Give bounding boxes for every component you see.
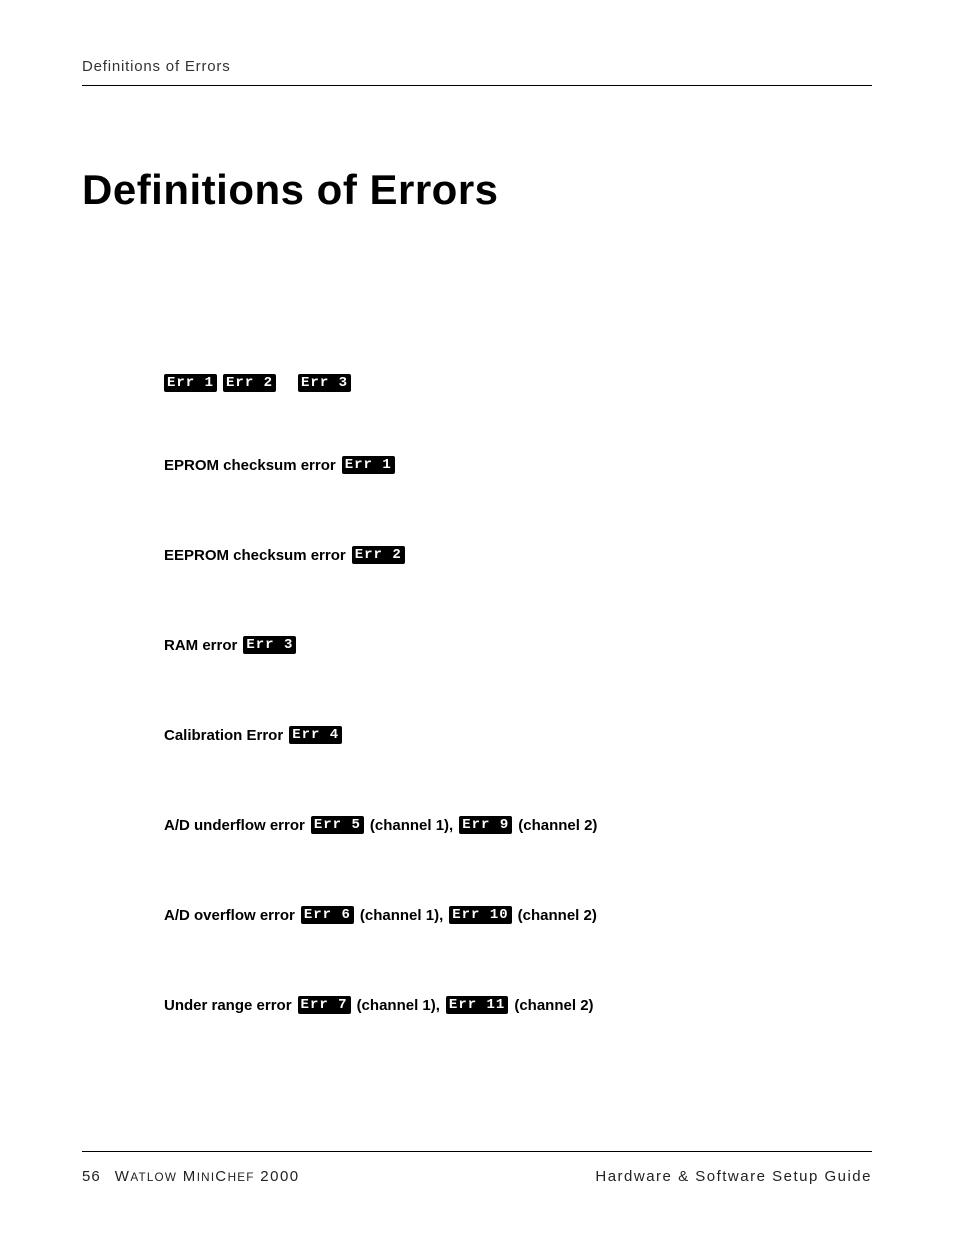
error-badge-icon: Err 10 xyxy=(449,906,511,924)
error-entry: EEPROM checksum error Err 2 xyxy=(164,546,872,564)
error-label: EEPROM checksum error xyxy=(164,547,346,564)
error-badge-icon: Err 11 xyxy=(446,996,508,1014)
channel-text: (channel 2) xyxy=(518,817,597,834)
page-number: 56 xyxy=(82,1168,101,1185)
error-label: A/D underflow error xyxy=(164,817,305,834)
footer-left: 56 WATLOW MINICHEF 2000 xyxy=(82,1168,300,1185)
intro-error-codes: Err 1 Err 2 Err 3 xyxy=(164,374,872,392)
error-entry: RAM error Err 3 xyxy=(164,636,872,654)
error-badge-icon: Err 9 xyxy=(459,816,512,834)
error-label: A/D overflow error xyxy=(164,907,295,924)
running-head: Definitions of Errors xyxy=(82,58,872,75)
page: Definitions of Errors Definitions of Err… xyxy=(0,0,954,1235)
page-title: Definitions of Errors xyxy=(82,166,872,214)
error-label: EPROM checksum error xyxy=(164,457,336,474)
error-entry: Calibration Error Err 4 xyxy=(164,726,872,744)
error-badge-icon: Err 6 xyxy=(301,906,354,924)
channel-text: (channel 2) xyxy=(518,907,597,924)
rule-top xyxy=(82,85,872,86)
error-entry: EPROM checksum error Err 1 xyxy=(164,456,872,474)
channel-text: (channel 1), xyxy=(357,997,440,1014)
channel-text: (channel 1), xyxy=(370,817,453,834)
error-label: RAM error xyxy=(164,637,237,654)
content-block: Err 1 Err 2 Err 3 EPROM checksum error E… xyxy=(82,374,872,1014)
error-label: Calibration Error xyxy=(164,727,283,744)
error-badge-icon: Err 4 xyxy=(289,726,342,744)
error-badge-icon: Err 1 xyxy=(164,374,217,392)
page-footer: 56 WATLOW MINICHEF 2000 Hardware & Softw… xyxy=(82,1151,872,1185)
error-badge-icon: Err 2 xyxy=(223,374,276,392)
error-entry: A/D overflow error Err 6 (channel 1), Er… xyxy=(164,906,872,924)
error-badge-icon: Err 3 xyxy=(243,636,296,654)
error-badge-icon: Err 1 xyxy=(342,456,395,474)
error-badge-icon: Err 5 xyxy=(311,816,364,834)
error-entry: Under range error Err 7 (channel 1), Err… xyxy=(164,996,872,1014)
error-badge-icon: Err 2 xyxy=(352,546,405,564)
product-name: WATLOW MINICHEF 2000 xyxy=(115,1168,300,1185)
rule-bottom xyxy=(82,1151,872,1152)
channel-text: (channel 1), xyxy=(360,907,443,924)
error-entry: A/D underflow error Err 5 (channel 1), E… xyxy=(164,816,872,834)
error-badge-icon: Err 7 xyxy=(298,996,351,1014)
footer-right: Hardware & Software Setup Guide xyxy=(595,1168,872,1185)
channel-text: (channel 2) xyxy=(514,997,593,1014)
error-label: Under range error xyxy=(164,997,292,1014)
error-badge-icon: Err 3 xyxy=(298,374,351,392)
